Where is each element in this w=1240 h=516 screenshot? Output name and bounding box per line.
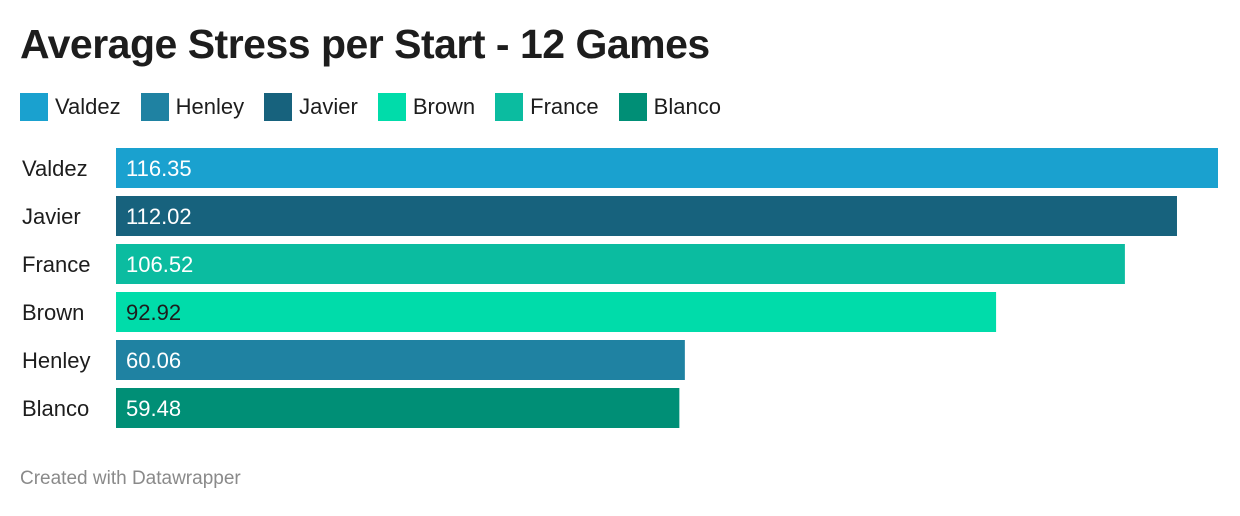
category-label: Javier	[22, 204, 81, 229]
legend-swatch	[495, 93, 524, 121]
bar	[116, 388, 680, 428]
bar	[116, 148, 1218, 188]
value-label: 116.35	[126, 156, 192, 181]
category-label: Blanco	[22, 396, 89, 421]
legend-label: Brown	[412, 94, 476, 119]
legend-swatch	[20, 93, 48, 121]
legend-item: France	[495, 93, 599, 121]
legend-swatch	[618, 93, 647, 121]
legend-item: Blanco	[618, 93, 721, 121]
bar-row: France 106.52	[22, 244, 1125, 284]
value-label: 92.92	[126, 300, 181, 325]
legend-label: Javier	[299, 94, 358, 119]
legend-label: Valdez	[55, 94, 121, 119]
legend-item: Henley	[140, 93, 245, 121]
bar-row: Henley 60.06	[22, 340, 685, 380]
legend-label: Henley	[175, 94, 245, 119]
value-label: 60.06	[126, 348, 181, 373]
category-label: France	[22, 252, 90, 277]
legend-swatch	[140, 93, 169, 121]
chart-legend: Valdez Henley Javier Brown France Blanco	[20, 92, 741, 122]
category-label: Brown	[22, 300, 84, 325]
footer-credit: Created with Datawrapper	[20, 468, 241, 489]
legend-swatch	[264, 93, 293, 121]
bar	[116, 196, 1177, 236]
value-label: 106.52	[126, 252, 193, 277]
category-label: Valdez	[22, 156, 88, 181]
bar-row: Blanco 59.48	[22, 388, 680, 428]
legend-item: Javier	[264, 93, 358, 121]
value-label: 112.02	[126, 204, 192, 229]
bar	[116, 244, 1125, 284]
category-label: Henley	[22, 348, 90, 373]
legend-item: Valdez	[20, 93, 121, 121]
bar-row: Javier 112.02	[22, 196, 1177, 236]
bar	[116, 340, 685, 380]
bar-row: Valdez 116.35	[22, 148, 1218, 188]
chart-title: Average Stress per Start - 12 Games	[20, 21, 710, 67]
legend-item: Brown	[377, 93, 476, 121]
legend-label: Blanco	[653, 94, 721, 119]
legend-label: France	[530, 94, 599, 119]
bar	[116, 292, 997, 332]
legend-swatch	[377, 93, 406, 121]
bar-plot: Valdez 116.35 Javier 112.02 France 106.52 Brow…	[22, 148, 1218, 428]
bar-row: Brown 92.92	[22, 292, 997, 332]
value-label: 59.48	[126, 396, 181, 421]
